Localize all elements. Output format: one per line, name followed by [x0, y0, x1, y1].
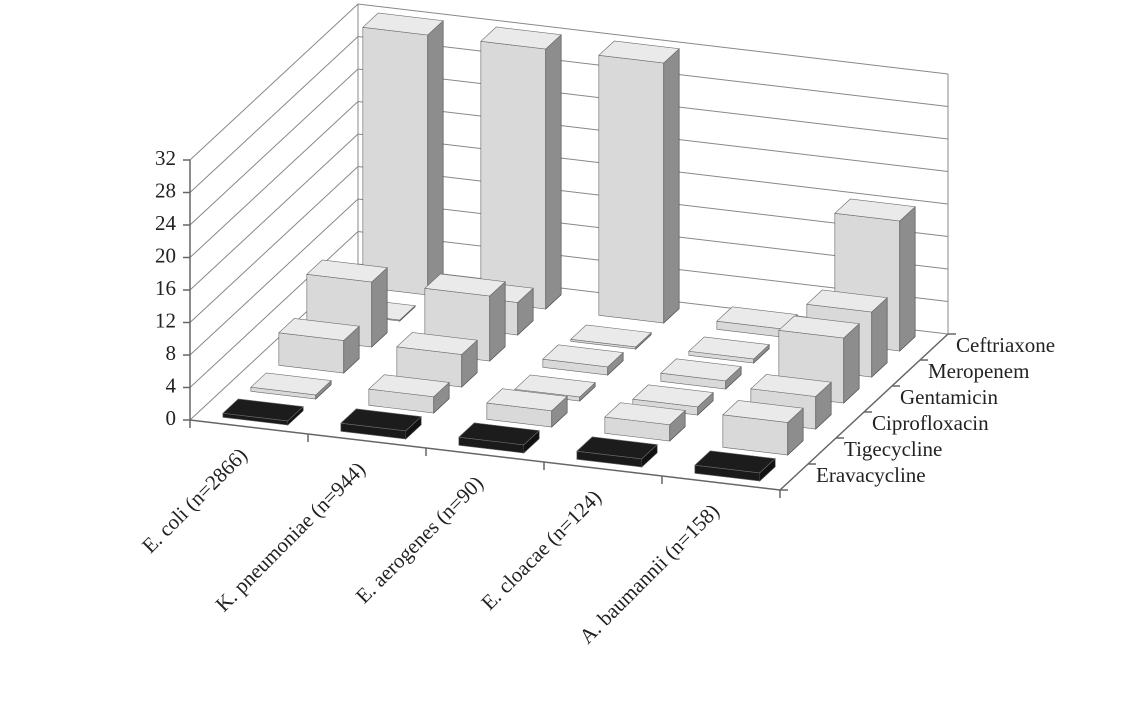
- y-tick-label: 8: [166, 341, 177, 365]
- bar-top: [278, 318, 360, 341]
- y-tick-label: 28: [155, 178, 176, 202]
- y-tick-label: 20: [155, 243, 176, 267]
- bar: [368, 374, 450, 414]
- grid-line: [189, 3, 949, 161]
- bar-top: [362, 12, 444, 36]
- bar-top: [722, 400, 804, 423]
- bar-top: [480, 26, 562, 50]
- x-tick-label: K. pneumoniae (n=944): [211, 457, 370, 616]
- bar: [542, 344, 624, 376]
- bar: [722, 400, 804, 456]
- bar-top: [222, 398, 304, 422]
- bar: [362, 12, 444, 296]
- bar-top: [340, 408, 422, 432]
- bar-top: [570, 324, 652, 348]
- bar-front: [598, 54, 665, 324]
- legend-label: Eravacycline: [816, 463, 926, 487]
- bar: [278, 318, 360, 374]
- bar: [340, 408, 422, 440]
- bar-top: [688, 336, 770, 360]
- y-tick-label: 4: [166, 373, 177, 397]
- bar: [480, 26, 562, 310]
- x-tick-label: E. coli (n=2866): [137, 443, 252, 558]
- bar-top: [458, 422, 540, 446]
- x-tick-label: A. baumannii (n=158): [574, 499, 723, 648]
- bar-side: [427, 20, 444, 296]
- y-tick-label: 24: [155, 211, 177, 235]
- legend-label: Ceftriaxone: [956, 333, 1055, 357]
- bar-top: [306, 259, 388, 283]
- bar: [604, 402, 686, 442]
- y-tick-label: 12: [155, 308, 176, 332]
- bar-top: [396, 332, 478, 355]
- y-tick-label: 32: [155, 146, 176, 170]
- bar-top: [250, 372, 332, 396]
- bar-top: [598, 40, 680, 64]
- bar-top: [542, 344, 624, 368]
- bar: [396, 332, 478, 388]
- bar: [660, 358, 742, 390]
- bar-top: [632, 384, 714, 408]
- bar-top: [716, 306, 798, 330]
- bar-top: [660, 358, 742, 382]
- bar-side: [899, 206, 916, 352]
- bar: [694, 450, 776, 482]
- bar-top: [834, 198, 916, 222]
- grid-line: [189, 35, 949, 193]
- bar: [598, 40, 680, 324]
- x-tick-label: E. cloacae (n=124): [476, 485, 606, 615]
- legend-label: Meropenem: [928, 359, 1029, 383]
- x-axis: [189, 419, 781, 491]
- bar-side: [545, 34, 562, 310]
- bar: [458, 422, 540, 454]
- bar-top: [368, 374, 450, 398]
- bar-top: [806, 289, 888, 313]
- bar-side: [663, 48, 680, 324]
- bar-top: [514, 374, 596, 398]
- legend-label: Tigecycline: [844, 437, 942, 461]
- bar: [486, 388, 568, 428]
- bar: [688, 336, 770, 364]
- bar-top: [778, 315, 860, 339]
- bar: [570, 324, 652, 350]
- bar-front: [480, 40, 547, 310]
- bar-front: [362, 26, 429, 296]
- bar: [222, 398, 304, 426]
- grid-line: [189, 133, 949, 291]
- x-tick-label: E. aerogenes (n=90): [351, 471, 488, 608]
- legend-label: Gentamicin: [900, 385, 998, 409]
- bar: [576, 436, 658, 468]
- bar-top: [750, 374, 832, 397]
- grid-line: [189, 100, 949, 258]
- grid-line: [189, 68, 949, 226]
- bar-top: [694, 450, 776, 474]
- bar-top: [424, 273, 506, 297]
- y-tick-label: 16: [155, 276, 176, 300]
- legend-label: Ciprofloxacin: [872, 411, 989, 435]
- y-tick-label: 0: [166, 406, 177, 430]
- bar-top: [604, 402, 686, 426]
- bar-top: [486, 388, 568, 412]
- bar-top: [576, 436, 658, 460]
- bar: [250, 372, 332, 400]
